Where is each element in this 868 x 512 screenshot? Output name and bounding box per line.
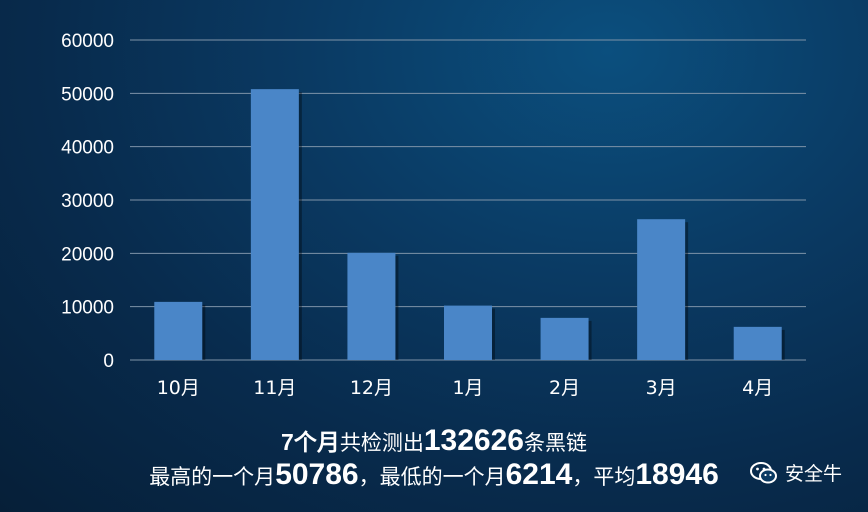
x-tick-label: 11月 [253,377,296,399]
watermark: 安全牛 [749,459,842,486]
bar [250,89,299,361]
x-tick-label: 1月 [452,377,483,399]
x-tick-label: 3月 [646,377,677,399]
y-tick-label: 40000 [61,138,114,159]
y-tick-label: 0 [103,351,114,372]
total-count: 132626 [423,424,524,457]
wechat-icon [749,461,777,483]
black-links-label: 条黑链 [523,432,587,455]
average-value: 18946 [635,458,719,491]
x-tick-label: 12月 [350,377,393,399]
comma-2: ， [572,466,594,489]
y-tick-label: 50000 [61,84,114,105]
comma-1: ， [358,466,380,489]
detected-label: 共检测出 [339,432,424,455]
y-tick-label: 60000 [61,31,114,52]
min-month-label: 最低的一个月 [379,466,506,489]
average-label: 平均 [593,466,636,489]
y-tick-label: 30000 [61,191,114,212]
y-tick-label: 10000 [61,298,114,319]
min-month-value: 6214 [505,458,573,491]
x-tick-label: 4月 [742,377,773,399]
bar [733,326,782,360]
bar-chart: 0 10000 20000 30000 40000 50000 60000 10月 11月 12月… [61,31,806,399]
bar [540,317,589,360]
bar [154,301,203,360]
x-tick-label: 2月 [549,377,580,399]
max-month-label: 最高的一个月 [149,466,276,489]
watermark-text: 安全牛 [784,463,842,485]
bar [347,252,396,360]
y-tick-label: 20000 [61,244,114,265]
x-tick-label: 10月 [157,377,200,399]
max-month-value: 50786 [275,458,359,491]
summary-line-2: 最高的一个月50786，最低的一个月6214，平均18946 [0,458,868,492]
bar [637,219,686,360]
months-count: 7个月 [281,429,340,455]
bar [444,305,492,360]
summary-line-1: 7个月共检测出132626条黑链 [0,423,868,458]
